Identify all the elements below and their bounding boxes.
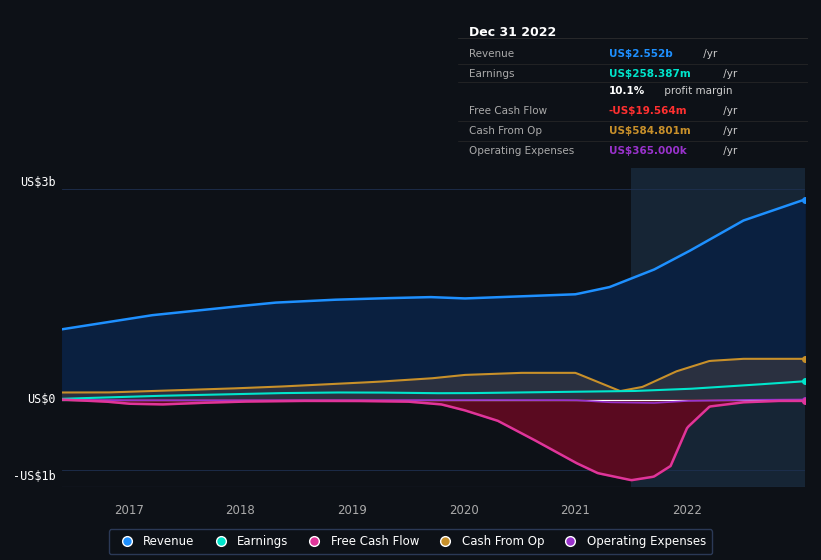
Text: /yr: /yr: [720, 146, 737, 156]
Text: Earnings: Earnings: [469, 69, 514, 79]
Text: /yr: /yr: [720, 126, 737, 136]
Text: US$2.552b: US$2.552b: [608, 49, 672, 59]
Text: Free Cash Flow: Free Cash Flow: [469, 106, 547, 116]
Text: US$365.000k: US$365.000k: [608, 146, 686, 156]
Legend: Revenue, Earnings, Free Cash Flow, Cash From Op, Operating Expenses: Revenue, Earnings, Free Cash Flow, Cash …: [109, 529, 712, 554]
Text: 10.1%: 10.1%: [608, 86, 644, 96]
Text: Dec 31 2022: Dec 31 2022: [469, 26, 556, 39]
Text: 2022: 2022: [672, 504, 702, 517]
Text: Cash From Op: Cash From Op: [469, 126, 542, 136]
Text: 2017: 2017: [113, 504, 144, 517]
Text: US$584.801m: US$584.801m: [608, 126, 690, 136]
Bar: [631, 168, 805, 487]
Text: US$3b: US$3b: [21, 176, 56, 189]
Text: Operating Expenses: Operating Expenses: [469, 146, 574, 156]
Text: -US$1b: -US$1b: [13, 470, 56, 483]
Text: 2021: 2021: [561, 504, 590, 517]
Text: US$0: US$0: [27, 393, 56, 406]
Text: Revenue: Revenue: [469, 49, 514, 59]
Text: /yr: /yr: [720, 69, 737, 79]
Text: US$258.387m: US$258.387m: [608, 69, 690, 79]
Text: 2019: 2019: [337, 504, 367, 517]
Text: /yr: /yr: [700, 49, 718, 59]
Text: -US$19.564m: -US$19.564m: [608, 106, 687, 116]
Text: profit margin: profit margin: [661, 86, 732, 96]
Text: 2018: 2018: [226, 504, 255, 517]
Text: 2020: 2020: [449, 504, 479, 517]
Text: /yr: /yr: [720, 106, 737, 116]
